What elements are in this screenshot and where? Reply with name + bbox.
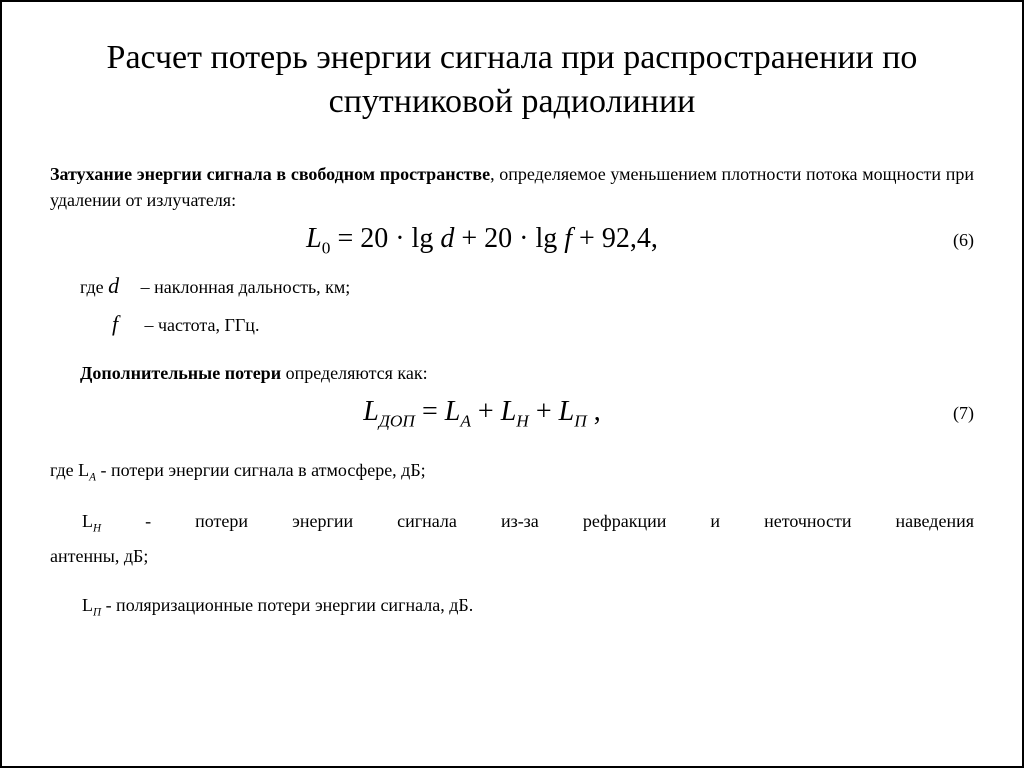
section2-para: Дополнительные потери определяются как:	[50, 361, 974, 386]
eq6-lhs: L	[306, 223, 322, 254]
section2-lead: Дополнительные потери	[80, 363, 281, 383]
eq7-L2: L	[445, 396, 461, 427]
eq7-sub-dop: ДОП	[379, 412, 415, 431]
where1-d-sym: d	[108, 268, 136, 303]
where2-la-text: - потери энергии сигнала в атмосфере, дБ…	[96, 460, 426, 480]
eq7-L1: L	[363, 396, 379, 427]
spacer	[50, 493, 974, 501]
eq7-sub-p: П	[574, 412, 587, 431]
eq7-eq: =	[415, 396, 445, 427]
where1-f: f – частота, ГГц.	[112, 306, 974, 341]
equation-7-number: (7)	[914, 403, 974, 424]
page-frame: Расчет потерь энергии сигнала при распро…	[0, 0, 1024, 768]
equation-6-number: (6)	[914, 230, 974, 251]
where2-lh-text-b: антенны, дБ;	[50, 546, 148, 566]
section1-lead: Затухание энергии сигнала в свободном пр…	[50, 164, 490, 184]
where1-f-text: – частота, ГГц.	[140, 315, 259, 335]
where1-prefix: где	[80, 277, 108, 297]
equation-7-row: LДОП = LА + LН + LП , (7)	[50, 396, 974, 432]
eq6-a: = 20 · lg	[330, 223, 440, 254]
spacer	[50, 343, 974, 361]
eq6-f: f	[564, 223, 572, 254]
eq6-e: + 92,4	[572, 223, 651, 254]
where2-la: где LА - потери энергии сигнала в атмосф…	[50, 456, 974, 487]
where2-lh-cont: антенны, дБ;	[50, 542, 974, 571]
eq7-sub-h: Н	[516, 412, 529, 431]
page-title: Расчет потерь энергии сигнала при распро…	[90, 36, 934, 124]
spacer	[50, 442, 974, 450]
equation-7: LДОП = LА + LН + LП ,	[50, 396, 914, 432]
where2-lp-sym: LП	[82, 595, 101, 615]
where2-lp-text: - поляризационные потери энергии сигнала…	[101, 595, 473, 615]
where2-lh-sym: LН	[82, 511, 101, 531]
section1-para: Затухание энергии сигнала в свободном пр…	[50, 162, 974, 212]
where1-d: где d – наклонная дальность, км;	[80, 268, 974, 303]
section2-tail: определяются как:	[281, 363, 428, 383]
spacer	[50, 577, 974, 585]
where2-lp: LП - поляризационные потери энергии сигн…	[82, 591, 974, 622]
where1-f-sym: f	[112, 306, 140, 341]
equation-6: L0 = 20 · lg d + 20 · lg f + 92,4,	[50, 223, 914, 259]
eq6-d: d	[440, 223, 454, 254]
eq7-plus1: +	[471, 396, 501, 427]
where2-lh-text-a: - потери энергии сигнала из-за рефракции…	[101, 511, 974, 531]
eq6-comma: ,	[651, 223, 658, 254]
where1-d-text: – наклонная дальность, км;	[136, 277, 350, 297]
eq7-L4: L	[559, 396, 575, 427]
eq7-L3: L	[501, 396, 517, 427]
eq7-comma: ,	[587, 396, 601, 427]
eq7-plus2: +	[529, 396, 559, 427]
eq7-sub-a: А	[460, 412, 471, 431]
equation-6-row: L0 = 20 · lg d + 20 · lg f + 92,4, (6)	[50, 223, 974, 259]
where2-la-sym: LА	[78, 460, 96, 480]
where2-prefix: где	[50, 460, 78, 480]
where2-lh: LН - потери энергии сигнала из-за рефрак…	[82, 507, 974, 538]
eq6-c: + 20 · lg	[454, 223, 564, 254]
